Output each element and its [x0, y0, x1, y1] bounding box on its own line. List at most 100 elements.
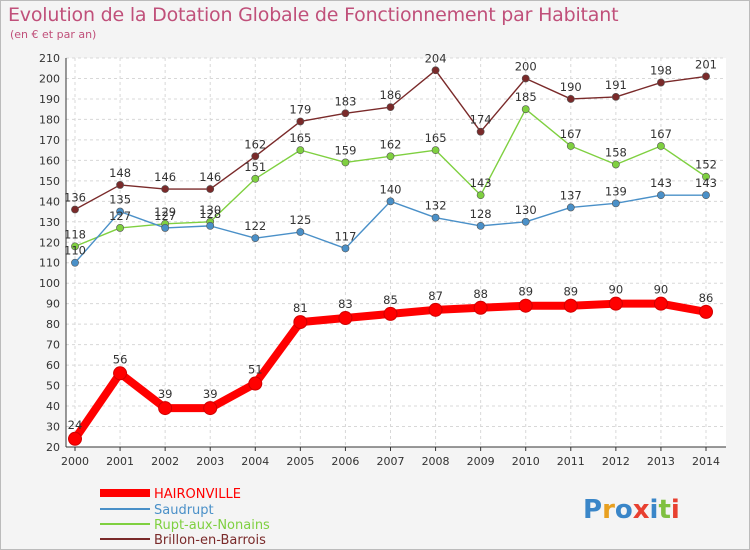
data-point-haironville [338, 311, 353, 326]
x-tick-label: 2011 [557, 455, 585, 468]
x-tick-label: 2012 [602, 455, 630, 468]
x-tick-label: 2014 [692, 455, 720, 468]
data-point-brillon-en-barrois [116, 181, 124, 189]
data-label-rupt-aux-nonains: 129 [154, 205, 176, 219]
data-point-rupt-aux-nonains [521, 105, 530, 114]
data-label-brillon-en-barrois: 204 [425, 51, 447, 65]
y-tick-label: 100 [39, 277, 60, 290]
data-label-brillon-en-barrois: 191 [605, 78, 627, 92]
data-label-haironville: 87 [428, 289, 443, 303]
data-label-brillon-en-barrois: 201 [695, 57, 717, 71]
data-point-saudrupt [251, 234, 260, 243]
y-tick-label: 60 [46, 359, 60, 372]
y-tick-label: 200 [39, 72, 60, 85]
data-label-haironville: 39 [158, 387, 173, 401]
data-label-brillon-en-barrois: 148 [109, 166, 131, 180]
data-point-haironville [473, 300, 488, 315]
data-label-haironville: 83 [338, 297, 353, 311]
data-point-rupt-aux-nonains [386, 152, 395, 161]
data-label-rupt-aux-nonains: 167 [650, 127, 672, 141]
data-label-brillon-en-barrois: 179 [289, 102, 311, 116]
data-point-rupt-aux-nonains [431, 146, 440, 155]
data-point-saudrupt [476, 221, 485, 230]
data-label-rupt-aux-nonains: 185 [515, 90, 537, 104]
x-tick-label: 2013 [647, 455, 675, 468]
data-label-brillon-en-barrois: 162 [244, 137, 266, 151]
data-label-saudrupt: 143 [650, 176, 672, 190]
data-point-haironville [68, 431, 82, 446]
data-label-saudrupt: 127 [154, 209, 176, 223]
data-point-rupt-aux-nonains [611, 160, 620, 169]
data-label-haironville: 90 [609, 283, 624, 297]
data-point-brillon-en-barrois [341, 109, 350, 118]
data-label-saudrupt: 117 [334, 229, 356, 243]
data-point-brillon-en-barrois [161, 185, 170, 193]
x-tick-label: 2007 [377, 455, 405, 468]
data-point-saudrupt [206, 221, 215, 230]
data-point-brillon-en-barrois [566, 95, 575, 103]
data-point-haironville [608, 296, 623, 311]
data-point-saudrupt [566, 203, 575, 212]
data-label-haironville: 81 [293, 301, 308, 315]
x-tick-label: 2002 [151, 455, 179, 468]
data-label-rupt-aux-nonains: 118 [64, 227, 86, 241]
data-label-rupt-aux-nonains: 130 [199, 203, 221, 217]
data-label-haironville: 56 [113, 352, 128, 366]
x-tick-label: 2001 [106, 455, 134, 468]
data-point-brillon-en-barrois [611, 93, 620, 101]
y-tick-label: 130 [39, 216, 60, 229]
data-label-haironville: 86 [699, 291, 714, 305]
data-label-haironville: 51 [248, 363, 263, 377]
y-tick-label: 180 [39, 113, 60, 126]
data-point-saudrupt [341, 244, 350, 253]
legend-label-brillon-en-barrois: Brillon-en-Barrois [154, 533, 266, 548]
data-label-saudrupt: 137 [560, 188, 582, 202]
chart-title: Evolution de la Dotation Globale de Fonc… [8, 4, 619, 26]
legend-label-rupt-aux-nonains: Rupt-aux-Nonains [154, 518, 270, 533]
y-tick-label: 150 [39, 175, 60, 188]
data-point-haironville [653, 296, 668, 311]
data-label-brillon-en-barrois: 183 [334, 94, 356, 108]
data-point-haironville [518, 298, 533, 313]
y-tick-label: 120 [39, 236, 60, 249]
data-point-brillon-en-barrois [386, 103, 395, 112]
y-tick-label: 40 [46, 400, 60, 413]
y-tick-label: 190 [39, 93, 60, 106]
data-point-rupt-aux-nonains [116, 224, 124, 232]
legend-label-saudrupt: Saudrupt [154, 503, 214, 518]
x-tick-label: 2003 [196, 455, 224, 468]
data-label-saudrupt: 125 [289, 213, 311, 227]
data-label-saudrupt: 130 [515, 203, 537, 217]
data-point-rupt-aux-nonains [251, 174, 260, 183]
data-point-brillon-en-barrois [431, 66, 440, 75]
data-label-rupt-aux-nonains: 167 [560, 127, 582, 141]
y-tick-label: 70 [46, 339, 60, 352]
data-label-haironville: 88 [473, 287, 488, 301]
data-label-saudrupt: 132 [425, 199, 447, 213]
data-point-rupt-aux-nonains [566, 142, 575, 150]
x-tick-label: 2008 [422, 455, 450, 468]
data-point-brillon-en-barrois [296, 117, 305, 126]
data-label-rupt-aux-nonains: 152 [695, 158, 717, 172]
x-tick-label: 2005 [286, 455, 314, 468]
data-label-saudrupt: 140 [380, 182, 402, 196]
data-label-saudrupt: 128 [199, 207, 221, 221]
data-label-haironville: 39 [203, 387, 218, 401]
data-point-rupt-aux-nonains [296, 146, 305, 155]
data-point-brillon-en-barrois [476, 127, 485, 136]
data-label-brillon-en-barrois: 186 [380, 88, 402, 102]
data-point-saudrupt [161, 224, 170, 232]
data-label-saudrupt: 128 [470, 207, 492, 221]
data-point-brillon-en-barrois [521, 74, 530, 83]
data-point-saudrupt [657, 191, 665, 200]
data-point-haironville [563, 298, 578, 313]
data-point-brillon-en-barrois [702, 72, 710, 81]
data-point-rupt-aux-nonains [476, 191, 485, 200]
data-label-saudrupt: 143 [695, 176, 717, 190]
data-label-rupt-aux-nonains: 165 [425, 131, 447, 145]
data-point-brillon-en-barrois [71, 205, 79, 214]
data-point-haironville [158, 401, 173, 416]
data-label-rupt-aux-nonains: 158 [605, 145, 627, 159]
data-point-haironville [428, 302, 443, 317]
data-label-saudrupt: 135 [109, 193, 131, 207]
